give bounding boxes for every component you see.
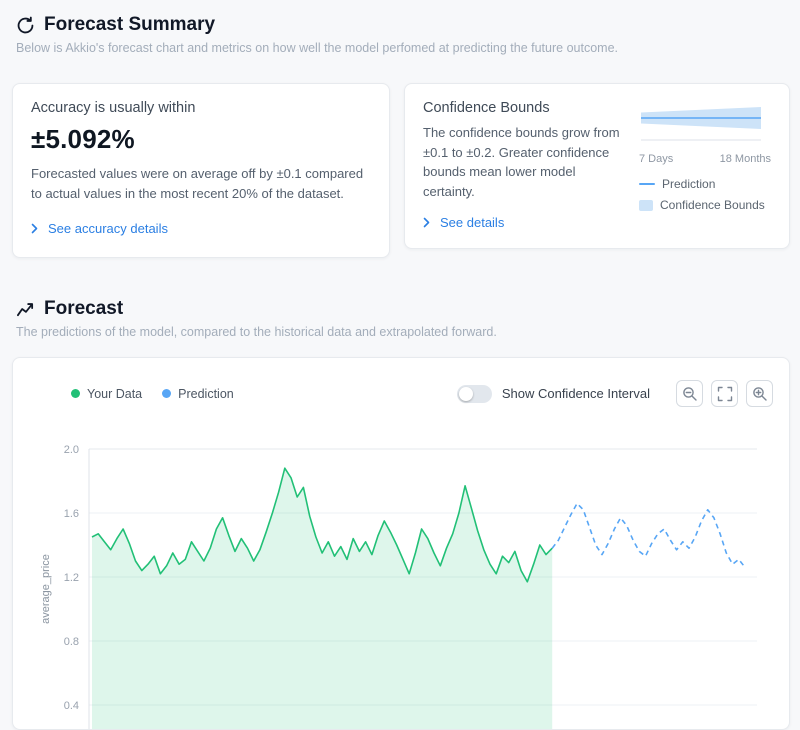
mini-chart-x-labels: 7 Days 18 Months [639, 153, 771, 165]
accuracy-value: ±5.092% [31, 124, 135, 154]
chart-trending-icon [16, 300, 35, 319]
toggle-label: Show Confidence Interval [501, 386, 650, 401]
your-data-dot [71, 389, 80, 398]
svg-text:1.2: 1.2 [64, 572, 79, 584]
chart-controls-right: Show Confidence Interval [456, 380, 773, 407]
reset-zoom-button[interactable] [711, 380, 738, 407]
zoom-out-button[interactable] [676, 380, 703, 407]
forecast-chart-card: Your Data Prediction Show Confidence Int… [12, 357, 790, 730]
chart-controls: Your Data Prediction Show Confidence Int… [29, 380, 773, 407]
confidence-details-link-label: See details [440, 215, 505, 230]
mini-x-label-right: 18 Months [719, 153, 771, 165]
forecast-section-header: Forecast The predictions of the model, c… [12, 298, 790, 339]
accuracy-details-link-label: See accuracy details [48, 221, 168, 236]
zoom-controls [676, 380, 773, 407]
confidence-heading: Confidence Bounds [423, 100, 550, 116]
confidence-details-link[interactable]: See details [423, 201, 504, 230]
chevron-right-icon [423, 217, 430, 228]
mini-x-label-left: 7 Days [639, 153, 674, 165]
chevron-right-icon [31, 223, 38, 234]
page-subtitle: Below is Akkio's forecast chart and metr… [16, 41, 618, 55]
y-axis-label: average_price [40, 554, 52, 624]
mini-chart-legend: Prediction Confidence Bounds [639, 177, 771, 212]
svg-text:2.0: 2.0 [64, 444, 79, 456]
svg-text:1.6: 1.6 [64, 508, 79, 520]
reset-zoom-icon [717, 386, 733, 402]
confidence-card-text-column: Confidence Bounds The confidence bounds … [423, 100, 623, 230]
confidence-bounds-swatch [639, 199, 653, 211]
prediction-line-swatch [639, 183, 655, 185]
confidence-bounds-card: Confidence Bounds The confidence bounds … [404, 83, 790, 249]
legend-label: Your Data [87, 386, 143, 401]
accuracy-description: Forecasted values were on average off by… [31, 166, 364, 201]
legend-item-prediction: Prediction [162, 387, 234, 401]
forecast-summary-header: Forecast Summary Below is Akkio's foreca… [12, 14, 790, 55]
forecast-chart: 2.0 1.6 1.2 0.8 0.4 average_price [40, 444, 757, 729]
forecast-subtitle: The predictions of the model, compared t… [16, 325, 497, 339]
zoom-in-button[interactable] [746, 380, 773, 407]
page-title: Forecast Summary [16, 14, 790, 36]
accuracy-heading: Accuracy is usually within [31, 100, 196, 116]
svg-text:0.8: 0.8 [64, 636, 79, 648]
legend-label: Prediction [662, 177, 716, 191]
metric-cards-row: Accuracy is usually within ±5.092% Forec… [12, 83, 790, 258]
confidence-mini-chart-column: 7 Days 18 Months Prediction Confidence B… [639, 100, 771, 230]
prediction-dot [162, 389, 172, 398]
accuracy-details-link[interactable]: See accuracy details [31, 221, 168, 236]
legend-label: Confidence Bounds [660, 198, 765, 212]
prediction-line [551, 502, 746, 568]
legend-item-confidence-bounds: Confidence Bounds [639, 198, 771, 212]
chart-legend: Your Data Prediction [71, 387, 234, 401]
zoom-out-icon [682, 386, 698, 402]
your-data-line [91, 467, 553, 583]
zoom-in-icon [752, 386, 768, 402]
forecast-title-text: Forecast [44, 298, 124, 319]
page-title-text: Forecast Summary [44, 14, 216, 35]
confidence-mini-chart [641, 107, 761, 141]
refresh-icon [16, 16, 35, 35]
forecast-page: { "summary": { "title": "Forecast Summar… [12, 14, 790, 730]
legend-item-your-data: Your Data [71, 387, 142, 401]
toggle-knob [458, 386, 473, 401]
svg-text:0.4: 0.4 [64, 700, 79, 712]
confidence-description: The confidence bounds grow from ±0.1 to … [423, 125, 620, 199]
show-confidence-interval-toggle[interactable] [456, 384, 492, 403]
legend-label: Prediction [178, 386, 234, 401]
accuracy-card: Accuracy is usually within ±5.092% Forec… [12, 83, 390, 258]
forecast-title: Forecast [16, 298, 790, 320]
your-data-area [92, 468, 553, 729]
legend-item-prediction: Prediction [639, 177, 771, 191]
